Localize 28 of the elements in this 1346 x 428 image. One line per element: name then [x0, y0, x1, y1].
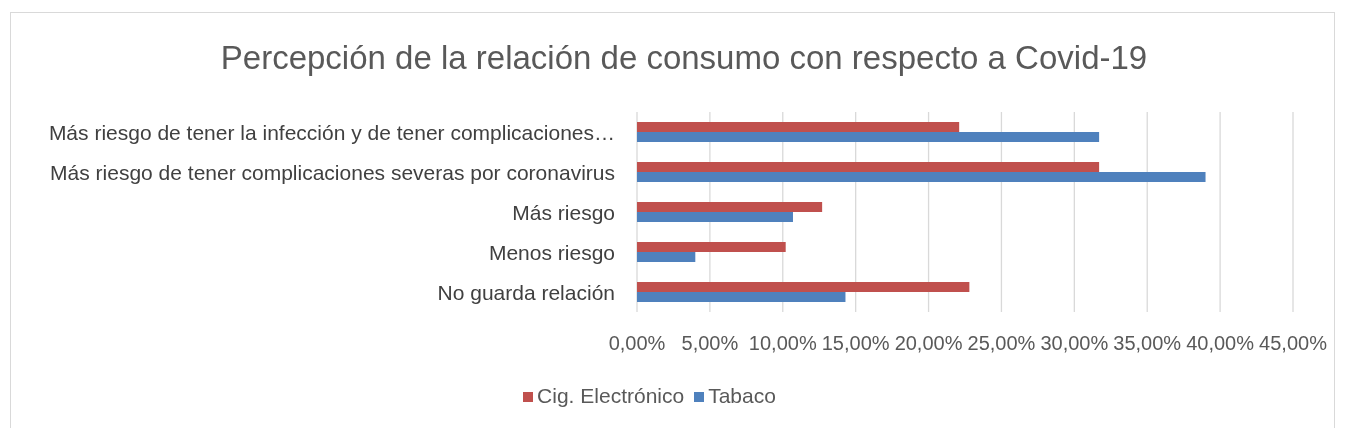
x-tick-label: 15,00%	[821, 332, 890, 355]
x-tick-label: 10,00%	[748, 332, 817, 355]
chart-title: Percepción de la relación de consumo con respecto a Covid-19	[219, 38, 1149, 78]
legend-label: Tabaco	[708, 384, 776, 407]
y-tick-label: Más riesgo de tener complicaciones severas por coronavirus	[50, 160, 615, 184]
bar	[637, 162, 1100, 172]
bar	[637, 122, 960, 132]
x-tick-label: 5,00%	[681, 332, 739, 355]
y-tick-label: Más riesgo de tener la infección y de tener complicaciones…	[48, 120, 615, 144]
x-tick-label: 30,00%	[1040, 332, 1109, 355]
y-tick-label: Menos riesgo	[488, 240, 615, 264]
x-tick-label: 25,00%	[967, 332, 1036, 355]
y-tick-label: Más riesgo	[512, 200, 615, 224]
bar	[637, 202, 823, 212]
bar	[637, 282, 970, 292]
bar	[637, 252, 696, 262]
y-tick-label: No guarda relación	[437, 280, 615, 304]
x-tick-label: 20,00%	[894, 332, 963, 355]
x-tick-label: 0,00%	[608, 332, 666, 355]
legend-label: Cig. Electrónico	[537, 384, 685, 407]
bar	[637, 212, 793, 222]
bar	[637, 132, 1100, 142]
bar	[637, 292, 846, 302]
x-tick-label: 45,00%	[1259, 332, 1328, 355]
x-tick-label: 35,00%	[1113, 332, 1182, 355]
bar	[637, 172, 1206, 182]
x-tick-label: 40,00%	[1186, 332, 1255, 355]
bar	[637, 242, 786, 252]
